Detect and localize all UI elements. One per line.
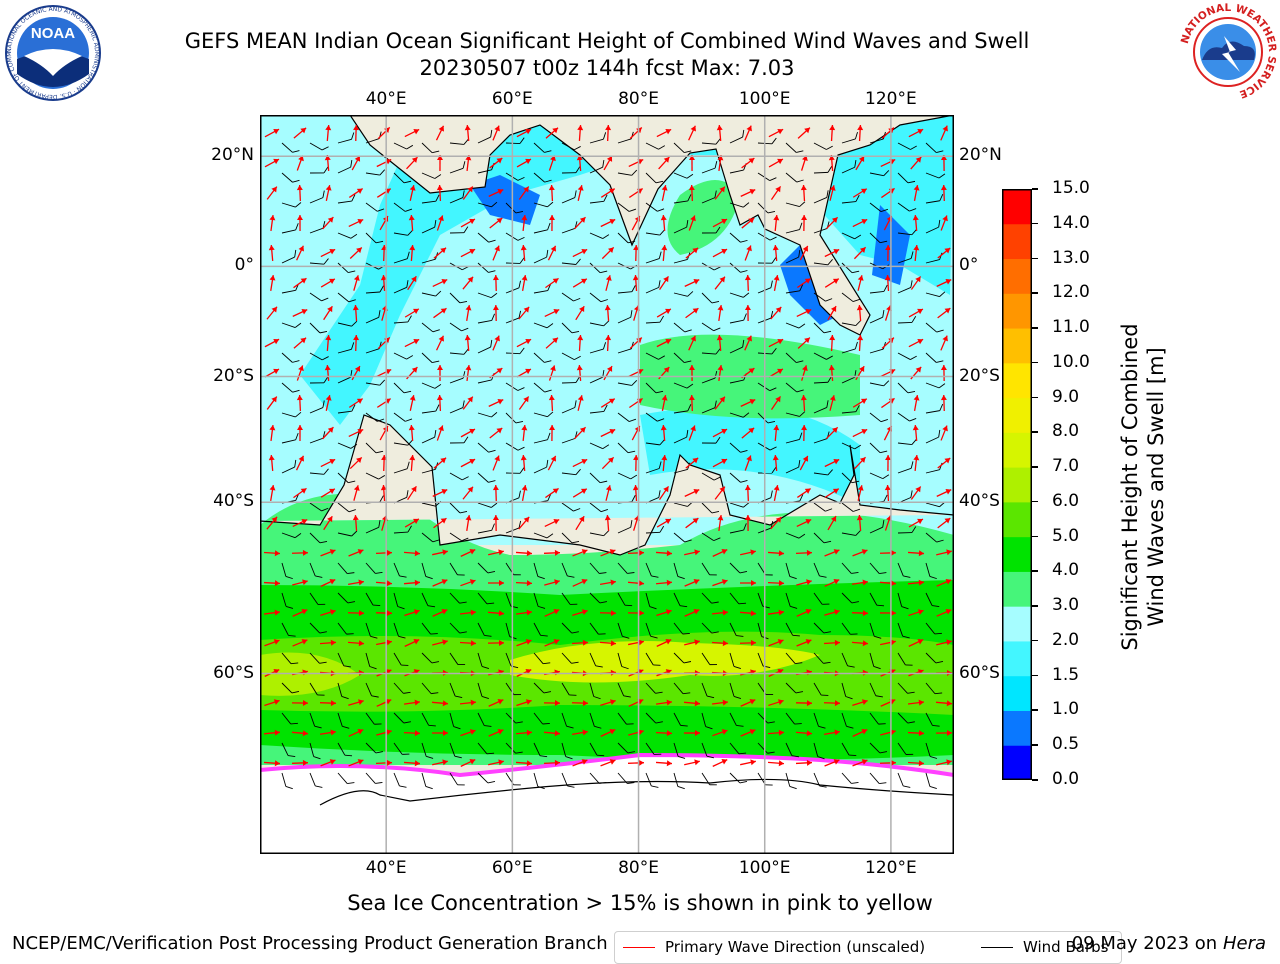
lon-label-bottom: 100°E xyxy=(725,858,805,878)
colorbar-tick-mark xyxy=(1032,675,1038,677)
colorbar-tick-mark xyxy=(1032,188,1038,190)
legend-item-wave: Primary Wave Direction (unscaled) xyxy=(623,938,925,956)
lat-label-left: 40°S xyxy=(150,491,254,511)
lat-label-right: 0° xyxy=(959,255,978,275)
colorbar-tick-mark xyxy=(1032,779,1038,781)
colorbar-swatch xyxy=(1002,189,1032,224)
lon-label-top: 100°E xyxy=(725,89,805,109)
lat-label-right: 20°S xyxy=(959,366,1000,386)
colorbar-tick-label: 4.0 xyxy=(1052,560,1079,580)
lat-label-left: 20°N xyxy=(150,145,254,165)
colorbar-tick-label: 15.0 xyxy=(1052,178,1090,198)
colorbar-swatch xyxy=(1002,293,1032,328)
colorbar-swatch xyxy=(1002,467,1032,502)
colorbar-tick-label: 13.0 xyxy=(1052,248,1090,268)
colorbar-swatch xyxy=(1002,745,1032,780)
colorbar-swatch xyxy=(1002,676,1032,711)
colorbar-swatch xyxy=(1002,224,1032,259)
colorbar-tick-label: 11.0 xyxy=(1052,317,1090,337)
lat-label-left: 60°S xyxy=(150,663,254,683)
colorbar-swatch xyxy=(1002,432,1032,467)
colorbar-tick-mark xyxy=(1032,431,1038,433)
render-date-text: 09 May 2023 on xyxy=(1072,933,1218,954)
colorbar-tick-label: 6.0 xyxy=(1052,491,1079,511)
colorbar-tick-mark xyxy=(1032,362,1038,364)
map-panel: Primary Wave Direction (unscaled) Wind B… xyxy=(260,115,954,854)
colorbar-tick-mark xyxy=(1032,709,1038,711)
colorbar-tick-mark xyxy=(1032,223,1038,225)
lat-label-right: 40°S xyxy=(959,491,1000,511)
colorbar-tick-mark xyxy=(1032,292,1038,294)
branch-credit: NCEP/EMC/Verification Post Processing Pr… xyxy=(12,933,608,954)
colorbar-tick-label: 12.0 xyxy=(1052,282,1090,302)
colorbar-tick-label: 9.0 xyxy=(1052,387,1079,407)
colorbar-tick-mark xyxy=(1032,744,1038,746)
colorbar-tick-label: 7.0 xyxy=(1052,456,1079,476)
colorbar-tick-label: 1.0 xyxy=(1052,699,1079,719)
lon-label-top: 80°E xyxy=(599,89,679,109)
colorbar-tick-label: 0.5 xyxy=(1052,734,1079,754)
colorbar-tick-mark xyxy=(1032,501,1038,503)
lon-label-top: 120°E xyxy=(851,89,931,109)
colorbar-swatch xyxy=(1002,641,1032,676)
title-line-2: 20230507 t00z 144h fcst Max: 7.03 xyxy=(0,55,1214,81)
colorbar-tick-label: 14.0 xyxy=(1052,213,1090,233)
colorbar-swatch xyxy=(1002,502,1032,537)
colorbar-tick-label: 1.5 xyxy=(1052,665,1079,685)
colorbar-tick-mark xyxy=(1032,466,1038,468)
title-line-1: GEFS MEAN Indian Ocean Significant Heigh… xyxy=(0,28,1214,54)
lon-label-bottom: 60°E xyxy=(472,858,552,878)
colorbar-swatch xyxy=(1002,259,1032,294)
lon-label-bottom: 120°E xyxy=(851,858,931,878)
colorbar-swatch xyxy=(1002,537,1032,572)
colorbar-label-line-2: Wind Waves and Swell [m] xyxy=(1143,287,1169,687)
legend-wave-label: Primary Wave Direction (unscaled) xyxy=(665,938,925,956)
lat-label-left: 20°S xyxy=(150,366,254,386)
lon-label-bottom: 40°E xyxy=(346,858,426,878)
colorbar-tick-label: 2.0 xyxy=(1052,630,1079,650)
render-date: 09 May 2023 on Hera xyxy=(1072,933,1266,954)
antarctic-ice xyxy=(260,755,954,854)
colorbar-swatch xyxy=(1002,328,1032,363)
colorbar-tick-mark xyxy=(1032,397,1038,399)
colorbar-tick-mark xyxy=(1032,258,1038,260)
colorbar xyxy=(1002,189,1032,780)
lon-label-top: 40°E xyxy=(346,89,426,109)
colorbar-tick-label: 10.0 xyxy=(1052,352,1090,372)
colorbar-tick-label: 8.0 xyxy=(1052,421,1079,441)
colorbar-swatch xyxy=(1002,363,1032,398)
lon-label-top: 60°E xyxy=(472,89,552,109)
lat-label-right: 60°S xyxy=(959,663,1000,683)
lon-label-bottom: 80°E xyxy=(599,858,679,878)
colorbar-swatch xyxy=(1002,571,1032,606)
colorbar-tick-mark xyxy=(1032,570,1038,572)
colorbar-label-line-1: Significant Height of Combined xyxy=(1117,287,1143,687)
colorbar-tick-label: 0.0 xyxy=(1052,769,1079,789)
colorbar-tick-mark xyxy=(1032,327,1038,329)
map-legend: Primary Wave Direction (unscaled) Wind B… xyxy=(614,931,1122,964)
colorbar-tick-label: 3.0 xyxy=(1052,595,1079,615)
colorbar-label: Significant Height of Combined Wind Wave… xyxy=(1117,287,1171,687)
colorbar-tick-mark xyxy=(1032,605,1038,607)
colorbar-swatch xyxy=(1002,398,1032,433)
lat-label-right: 20°N xyxy=(959,145,1002,165)
colorbar-swatch xyxy=(1002,710,1032,745)
colorbar-tick-mark xyxy=(1032,536,1038,538)
colorbar-tick-label: 5.0 xyxy=(1052,526,1079,546)
render-machine: Hera xyxy=(1223,933,1266,954)
colorbar-swatch xyxy=(1002,606,1032,641)
lat-label-left: 0° xyxy=(150,255,254,275)
sea-ice-note: Sea Ice Concentration > 15% is shown in … xyxy=(0,891,1280,915)
colorbar-tick-mark xyxy=(1032,640,1038,642)
